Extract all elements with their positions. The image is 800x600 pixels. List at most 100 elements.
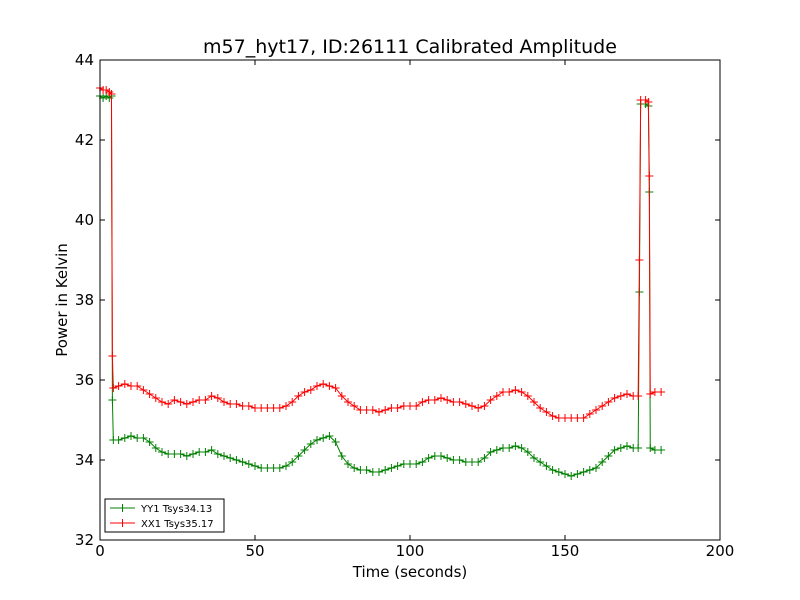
data-point (213, 394, 222, 402)
data-point (646, 390, 655, 398)
data-point (542, 408, 551, 416)
data-point (207, 392, 216, 400)
data-point (331, 384, 340, 392)
data-point (492, 446, 501, 454)
data-point (536, 458, 545, 466)
data-point (238, 458, 247, 466)
data-point (244, 402, 253, 410)
data-point (610, 394, 619, 402)
x-tick-label: 50 (245, 542, 264, 560)
data-point (657, 446, 666, 454)
data-point (393, 462, 402, 470)
series-2 (96, 84, 666, 422)
data-point (350, 402, 359, 410)
data-point (592, 406, 600, 414)
data-point (176, 398, 185, 406)
data-point (288, 458, 297, 466)
data-point (294, 392, 303, 400)
data-point (182, 400, 191, 408)
data-point (220, 398, 228, 406)
data-point (282, 462, 290, 470)
data-point (486, 448, 495, 456)
data-point (412, 402, 421, 410)
data-point (288, 398, 297, 406)
data-point (592, 464, 600, 472)
data-point (480, 454, 489, 462)
legend-label: XX1 Tsys35.17 (141, 519, 214, 530)
data-point (517, 388, 526, 396)
data-point (604, 452, 613, 460)
data-point (530, 454, 538, 462)
data-point (319, 380, 328, 388)
data-point (393, 404, 402, 412)
data-point (523, 392, 532, 400)
legend-marker (118, 519, 127, 527)
y-tick-label: 34 (75, 451, 94, 469)
data-point (313, 382, 321, 390)
data-point (634, 444, 643, 452)
x-axis-label: Time (seconds) (352, 563, 468, 581)
data-point (108, 352, 117, 360)
data-point (430, 396, 439, 404)
data-point (598, 458, 607, 466)
series-line (99, 87, 662, 419)
data-point (114, 436, 123, 444)
data-point (623, 390, 631, 398)
data-point (616, 392, 625, 400)
data-point (145, 438, 154, 446)
data-point (486, 396, 495, 404)
data-point (443, 396, 452, 404)
data-point (107, 90, 116, 98)
data-point (362, 466, 371, 474)
data-point (455, 398, 464, 406)
data-point (251, 462, 259, 470)
data-point (646, 444, 655, 452)
data-point (313, 436, 321, 444)
legend-label: YY1 Tsys34.13 (140, 504, 212, 515)
y-tick-label: 44 (75, 51, 94, 69)
data-point (598, 402, 607, 410)
data-point (201, 448, 210, 456)
data-point (189, 450, 197, 458)
data-point (189, 398, 197, 406)
data-point (455, 456, 464, 464)
data-point (176, 450, 185, 458)
data-point (145, 390, 154, 398)
data-point (585, 410, 594, 418)
axes-layer: 0 50 100 150 200 32 34 36 38 40 42 44 (75, 51, 734, 560)
data-point (579, 414, 588, 422)
data-point (375, 408, 383, 416)
legend-entry: YY1 Tsys34.13 (110, 504, 212, 515)
legend: YY1 Tsys34.13 XX1 Tsys35.17 (104, 498, 225, 533)
y-tick-label: 38 (75, 291, 94, 309)
data-point (139, 386, 148, 394)
y-tick-label: 32 (75, 531, 94, 549)
y-tick-label: 40 (75, 211, 94, 229)
data-point (201, 396, 210, 404)
data-point (480, 402, 489, 410)
data-point (542, 462, 551, 470)
data-point (623, 442, 631, 450)
data-point (387, 464, 396, 472)
data-point (350, 464, 359, 472)
data-point (418, 458, 427, 466)
data-point (548, 466, 557, 474)
data-point (523, 448, 532, 456)
data-point (604, 398, 613, 406)
data-point (232, 400, 241, 408)
data-point (275, 464, 284, 472)
data-point (567, 472, 576, 480)
data-point (644, 98, 653, 106)
data-point (164, 400, 173, 408)
data-point (548, 412, 557, 420)
x-tick-label: 100 (396, 542, 425, 560)
data-point (381, 406, 390, 414)
data-point (418, 398, 427, 406)
data-point (114, 382, 123, 390)
data-point (344, 398, 352, 406)
data-point (437, 394, 445, 402)
data-point (151, 394, 160, 402)
data-point (282, 402, 290, 410)
data-point (158, 448, 166, 456)
data-point (306, 440, 315, 448)
